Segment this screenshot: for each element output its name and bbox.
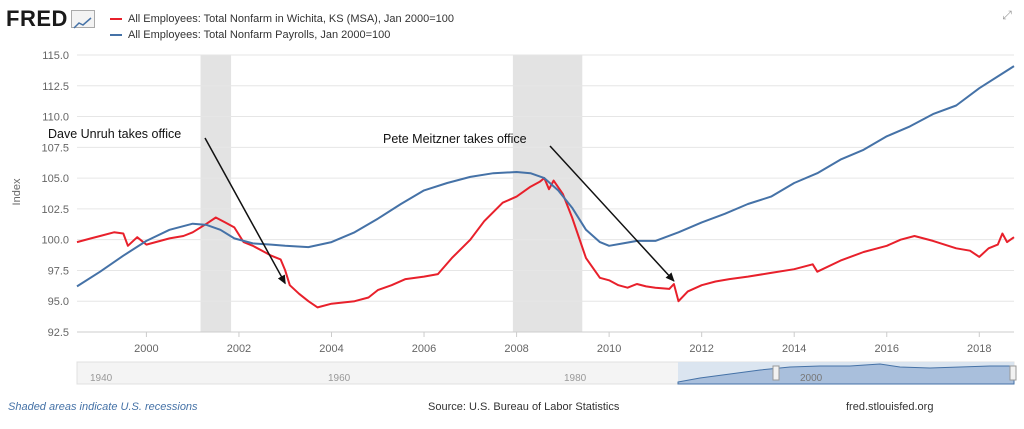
y-tick-label: 95.0 [48, 296, 69, 308]
x-tick-label: 2014 [782, 343, 806, 355]
y-tick-label: 97.5 [48, 265, 69, 277]
chart-legend: All Employees: Total Nonfarm in Wichita,… [110, 11, 454, 43]
y-tick-label: 100.0 [41, 235, 69, 247]
y-tick-label: 110.0 [42, 112, 69, 124]
navigator-tick-1940: 1940 [90, 373, 113, 384]
legend-label-national: All Employees: Total Nonfarm Payrolls, J… [128, 29, 391, 41]
legend-item-national[interactable]: All Employees: Total Nonfarm Payrolls, J… [110, 27, 454, 43]
x-tick-label: 2000 [134, 343, 158, 355]
x-tick-label: 2016 [875, 343, 899, 355]
legend-label-wichita: All Employees: Total Nonfarm in Wichita,… [128, 13, 454, 25]
x-tick-label: 2018 [967, 343, 991, 355]
annotation-label-0: Dave Unruh takes office [48, 127, 181, 141]
x-tick-label: 2004 [319, 343, 343, 355]
recession-shading [200, 55, 583, 332]
logo-text: FRED [6, 6, 68, 31]
legend-swatch-national [110, 34, 122, 36]
chart-area: 92.5 95.0 97.5 100.0 102.5 105.0 107.5 110.0 112… [11, 50, 1017, 385]
fred-logo[interactable]: FRED [6, 6, 95, 32]
navigator-tick-2000: 2000 [800, 373, 823, 384]
x-tick-label: 2002 [227, 343, 251, 355]
legend-swatch-wichita [110, 18, 122, 20]
annotation-arrow-1 [549, 145, 675, 282]
y-tick-label: 115.0 [42, 50, 69, 62]
y-tick-label: 107.5 [41, 142, 69, 154]
x-tick-label: 2008 [504, 343, 528, 355]
range-navigator[interactable]: 1940 1960 1980 2000 [76, 361, 1017, 385]
y-tick-label: 92.5 [48, 327, 69, 339]
legend-item-wichita[interactable]: All Employees: Total Nonfarm in Wichita,… [110, 11, 454, 27]
annotation-arrow-0 [204, 137, 286, 285]
gridlines [77, 54, 1014, 333]
recession-band-0 [200, 55, 232, 332]
x-axis: 2000 2002 2004 2006 2008 2010 2012 2014 2016 2018 [77, 331, 1014, 355]
site-link[interactable]: fred.stlouisfed.org [846, 401, 934, 413]
expand-icon[interactable]: ⤢ [1002, 8, 1012, 22]
series-line-national[interactable] [76, 65, 1015, 288]
series-lines [76, 65, 1015, 309]
x-tick-label: 2012 [689, 343, 713, 355]
y-tick-label: 102.5 [41, 204, 69, 216]
recession-band-1 [512, 55, 583, 332]
navigator-tick-1960: 1960 [328, 373, 351, 384]
x-tick-label: 2006 [412, 343, 436, 355]
logo-graph-icon [70, 10, 95, 29]
recessions-note: Shaded areas indicate U.S. recessions [8, 401, 198, 413]
y-axis-title: Index [11, 178, 23, 205]
y-axis: 92.5 95.0 97.5 100.0 102.5 105.0 107.5 110.0 112… [41, 50, 69, 339]
navigator-handle-right[interactable] [1009, 365, 1017, 381]
annotations: Dave Unruh takes office Pete Meitzner tak… [48, 127, 675, 285]
y-tick-label: 112.5 [42, 81, 69, 93]
annotation-label-1: Pete Meitzner takes office [383, 132, 527, 146]
series-line-wichita[interactable] [76, 177, 1015, 309]
source-note: Source: U.S. Bureau of Labor Statistics [428, 401, 620, 413]
x-tick-label: 2010 [597, 343, 621, 355]
y-tick-label: 105.0 [41, 173, 69, 185]
navigator-handle-left[interactable] [772, 365, 780, 381]
navigator-tick-1980: 1980 [564, 373, 587, 384]
